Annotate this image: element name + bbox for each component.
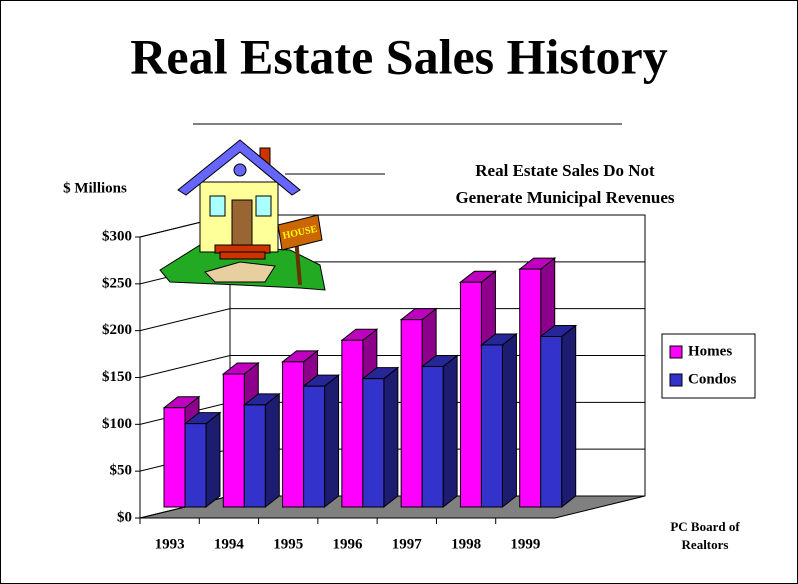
source-note: PC Board of <box>670 519 740 534</box>
legend-label: Condos <box>688 371 737 387</box>
bar <box>303 385 326 508</box>
y-axis-label: $ Millions <box>63 180 127 196</box>
bar <box>163 407 186 508</box>
x-tick-label: 1998 <box>451 536 481 552</box>
chart-title: Real Estate Sales History <box>130 28 667 84</box>
y-tick-label: $150 <box>102 369 132 385</box>
bar-side <box>205 411 221 509</box>
bar <box>540 336 563 508</box>
bar <box>519 268 542 508</box>
y-tick-label: $0 <box>117 509 132 525</box>
bar <box>480 344 503 508</box>
bar <box>362 378 385 508</box>
bar <box>421 366 444 508</box>
plot: $0 $50 $100 $150 $200 $250 $300 1993 1994 1995 199… <box>102 214 646 552</box>
x-tick-label: 1993 <box>155 536 185 552</box>
bar <box>400 319 423 508</box>
house-clipart: HOUSE <box>159 139 326 291</box>
x-tick-label: 1997 <box>392 536 423 552</box>
legend-box <box>661 333 756 399</box>
y-tick-label: $100 <box>102 416 132 432</box>
legend-swatch <box>669 373 683 387</box>
y-tick-label: $50 <box>110 463 133 479</box>
legend: Homes Condos <box>669 343 737 387</box>
bar <box>184 423 207 508</box>
bar-side <box>324 374 340 509</box>
bar <box>459 281 482 508</box>
bar <box>222 373 245 508</box>
bar-side <box>442 354 458 509</box>
legend-swatch <box>669 345 683 359</box>
x-tick-label: 1995 <box>273 536 303 552</box>
bar-side <box>501 332 517 509</box>
bar <box>341 339 364 508</box>
x-tick-label: 1999 <box>510 536 540 552</box>
subtitle: Generate Municipal Revenues <box>455 188 674 207</box>
legend-label: Homes <box>688 343 732 359</box>
subtitle: Real Estate Sales Do Not <box>475 161 655 180</box>
source-note: Realtors <box>682 537 729 552</box>
bar-side <box>561 324 577 509</box>
bar <box>243 404 266 508</box>
bar-side <box>383 366 399 509</box>
bar-side <box>264 392 280 509</box>
y-tick-label: $250 <box>102 275 132 291</box>
grid-line <box>139 308 645 332</box>
x-tick-label: 1994 <box>214 536 245 552</box>
y-tick-label: $200 <box>102 322 132 338</box>
y-tick-label: $300 <box>102 228 132 244</box>
x-tick-label: 1996 <box>333 536 364 552</box>
bar <box>282 361 305 508</box>
